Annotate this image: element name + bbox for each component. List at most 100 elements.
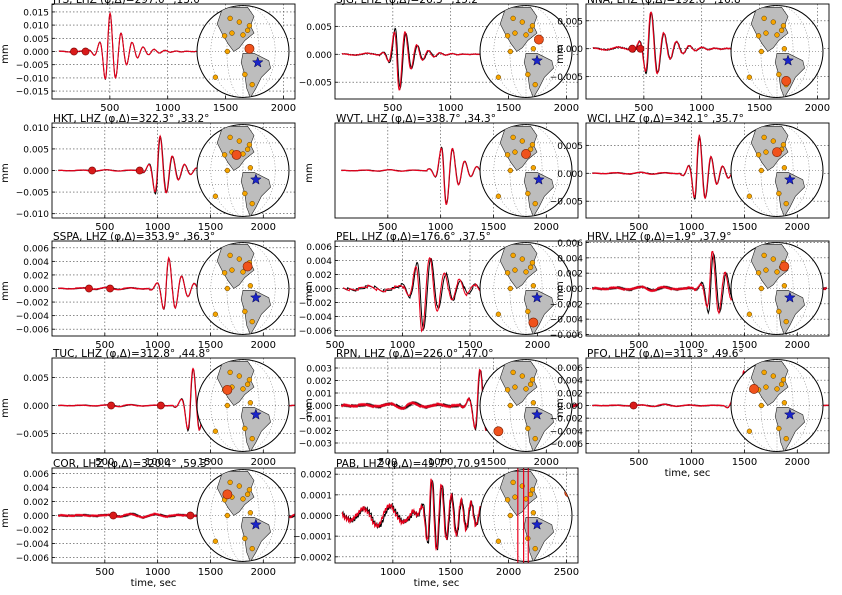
phase-marker — [628, 44, 637, 53]
panel-title: SJG, LHZ (φ,Δ)=26.3° ,15.2° — [336, 0, 483, 6]
phase-marker — [109, 511, 118, 520]
x-tick-label: 1500 — [213, 103, 238, 114]
station-dot — [236, 256, 242, 262]
station-dot — [240, 496, 246, 502]
y-tick-label: −0.006 — [299, 327, 333, 337]
globe-inset — [730, 242, 824, 335]
axes-frame — [585, 122, 830, 219]
station-dot — [495, 538, 502, 544]
globe-content — [480, 359, 572, 452]
y-tick-label: 0.006 — [557, 239, 583, 249]
phase-marker — [70, 47, 78, 56]
x-tick-label: 1500 — [481, 457, 506, 468]
station-dot — [525, 425, 531, 432]
x-tick-label: 500 — [629, 222, 648, 233]
y-tick-label: 0.006 — [306, 243, 332, 253]
phase-marker — [85, 284, 93, 293]
x-tick-label: 500 — [95, 340, 114, 351]
x-tick-label: 2000 — [251, 340, 276, 351]
axes-frame — [334, 357, 579, 454]
meridian — [744, 5, 810, 98]
south-america-landmass — [774, 53, 805, 98]
station-dot — [224, 512, 231, 519]
y-axis-label: mm — [0, 44, 11, 63]
epicenter-star — [249, 408, 262, 420]
y-tick-label: −0.003 — [299, 440, 332, 450]
y-tick-label: −0.005 — [299, 79, 332, 89]
station-dot — [221, 33, 228, 39]
station-dot — [510, 134, 516, 141]
axes-frame — [51, 122, 296, 219]
y-tick-label: −0.002 — [16, 526, 49, 536]
station-dot — [229, 30, 235, 36]
y-tick-label: 0.002 — [23, 498, 49, 508]
ticks: 500 1000 1500 2000 −0.005 0.000 0.005 — [16, 374, 276, 468]
station-dot — [780, 377, 787, 383]
meridian — [509, 5, 543, 98]
station-dot — [246, 23, 253, 29]
station-dot — [495, 311, 502, 317]
station-dot — [774, 269, 780, 275]
y-tick-label: −0.001 — [299, 415, 332, 425]
x-tick-label: 500 — [325, 340, 344, 351]
station-dot — [510, 369, 516, 376]
ticks: 500 1000 1500 2000 −0.006 −0.004 −0.002 0.000 0.… — [16, 470, 276, 578]
ticks: 500 1000 1500 2000 — [378, 215, 559, 233]
station-dot — [525, 71, 531, 78]
meridian — [744, 359, 810, 452]
panel-title: PFO, LHZ (φ,Δ)=311.3° ,49.6° — [587, 348, 744, 360]
station-dot — [755, 152, 762, 158]
x-tick-label: 1000 — [679, 222, 704, 233]
station-dot — [776, 71, 782, 78]
station-dot — [761, 15, 767, 22]
meridian — [210, 5, 276, 98]
station-dot — [236, 373, 242, 379]
globe-inset — [196, 5, 290, 98]
south-america-landmass — [240, 290, 271, 335]
x-tick-label: 1500 — [198, 457, 223, 468]
y-tick-label: −0.005 — [16, 430, 49, 440]
x-tick-label: 2000 — [525, 340, 550, 351]
station-dot — [778, 27, 785, 33]
panel-jts: 500 1000 1500 2000 −0.015 −0.010 −0.005 0.000 0.… — [16, 0, 296, 114]
x-tick-label: 2000 — [271, 103, 296, 114]
station-dot — [221, 152, 228, 158]
axes-frame — [334, 3, 579, 100]
x-tick-label: 1500 — [747, 103, 772, 114]
station-dot — [530, 46, 537, 52]
station-dot — [763, 384, 769, 390]
meridian — [744, 124, 810, 217]
y-axis-label: mm — [304, 398, 315, 417]
station-dot — [519, 373, 525, 379]
station-dot — [504, 497, 511, 503]
station-dot — [224, 167, 231, 174]
y-axis-label: mm — [0, 281, 11, 300]
south-america-landmass — [523, 172, 554, 217]
station-dot — [530, 283, 537, 289]
ticks: 500 1000 1500 2000 −0.005 0.000 0.005 — [299, 23, 579, 114]
station-dot — [240, 32, 246, 38]
station-dot — [495, 193, 502, 199]
y-tick-label: 0.005 — [306, 23, 332, 33]
station-dot — [525, 190, 531, 197]
station-dot — [249, 545, 255, 552]
target-station — [231, 149, 242, 160]
globe-inset — [479, 124, 573, 217]
globe-content — [731, 5, 823, 98]
x-tick-label: 2000 — [554, 103, 579, 114]
station-dot — [249, 435, 255, 442]
y-tick-label: −0.005 — [550, 73, 583, 83]
y-tick-label: 0.000 — [23, 512, 49, 522]
panel-title: JTS, LHZ (φ,Δ)=297.0° ,13.0° — [52, 0, 205, 6]
axes-frame — [585, 240, 830, 337]
station-dot — [527, 264, 534, 270]
y-tick-label: 0.002 — [23, 271, 49, 281]
y-axis-label: mm — [304, 163, 315, 182]
ticks: 1000 1500 2000 2500 −0.0002 −0.0001 0.0000 0.00… — [293, 471, 579, 578]
station-dot — [504, 152, 511, 158]
y-tick-label: 0.000 — [23, 285, 49, 295]
y-axis-label: mm — [555, 398, 566, 417]
phase-marker — [107, 401, 116, 410]
station-dot — [746, 193, 753, 199]
x-tick-label: 1000 — [428, 222, 453, 233]
